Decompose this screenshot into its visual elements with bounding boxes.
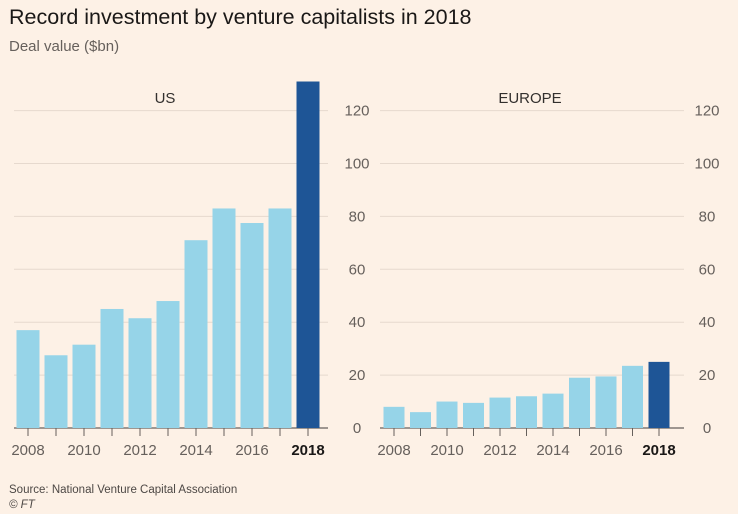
chart-title: Record investment by venture capitalists… — [9, 5, 472, 29]
europe-y-tick-label: 100 — [694, 156, 719, 173]
us-bar-2012 — [128, 318, 152, 428]
us-bar-2017 — [268, 208, 292, 428]
us-bars — [16, 81, 320, 428]
europe-y-tick-label: 60 — [699, 261, 716, 278]
europe-x-tick-label: 2016 — [589, 442, 622, 459]
europe-x-tick-label: 2008 — [377, 442, 410, 459]
credit-note: © FT — [9, 499, 35, 511]
europe-bar-2014 — [542, 393, 564, 428]
us-x-tick-label: 2010 — [67, 442, 100, 459]
us-bar-2015 — [212, 208, 236, 428]
europe-bar-2009 — [410, 412, 431, 428]
us-bar-2014 — [184, 240, 208, 428]
europe-bar-2008 — [383, 406, 405, 428]
us-panel-title: US — [155, 90, 176, 107]
us-y-tick-label: 20 — [349, 367, 366, 384]
us-y-tick-label: 0 — [353, 420, 361, 437]
us-y-tick-label: 40 — [349, 314, 366, 331]
source-note: Source: National Venture Capital Associa… — [9, 484, 238, 496]
us-y-tick-label: 120 — [344, 103, 369, 120]
us-x-tick-label: 2008 — [11, 442, 44, 459]
europe-bar-2015 — [569, 377, 590, 428]
europe-x-tick-labels: 2008 2010 2012 2014 2016 2018 — [377, 428, 676, 459]
europe-bar-2016 — [595, 376, 617, 428]
europe-bar-2017 — [622, 365, 643, 428]
us-x-tick-label: 2016 — [235, 442, 268, 459]
chart-subtitle: Deal value ($bn) — [9, 38, 120, 55]
us-y-tick-label: 100 — [344, 156, 369, 173]
europe-bars — [383, 361, 670, 428]
europe-x-tick-label: 2018 — [642, 442, 675, 459]
europe-x-tick-label: 2010 — [430, 442, 463, 459]
europe-y-tick-label: 120 — [694, 103, 719, 120]
europe-y-tick-label: 20 — [699, 367, 716, 384]
us-bar-2013 — [156, 301, 180, 428]
europe-y-tick-labels: 0 20 40 60 80 100 120 — [694, 103, 719, 437]
us-y-tick-label: 60 — [349, 261, 366, 278]
us-bar-2018 — [296, 81, 320, 428]
europe-bar-2013 — [516, 396, 537, 428]
us-bar-2010 — [72, 344, 96, 428]
europe-y-tick-label: 80 — [699, 208, 716, 225]
europe-x-tick-label: 2012 — [483, 442, 516, 459]
europe-x-tick-label: 2014 — [536, 442, 569, 459]
europe-bar-2012 — [489, 397, 511, 428]
europe-panel-title: EUROPE — [498, 90, 561, 107]
us-x-tick-label: 2014 — [179, 442, 212, 459]
us-bar-2008 — [16, 330, 40, 428]
europe-y-tick-label: 0 — [703, 420, 711, 437]
us-y-tick-labels: 0 20 40 60 80 100 120 — [344, 103, 369, 437]
us-bar-2011 — [100, 308, 124, 428]
us-x-tick-label: 2012 — [123, 442, 156, 459]
europe-bar-2018 — [648, 361, 670, 428]
us-bar-2009 — [44, 355, 68, 428]
us-bar-2016 — [240, 223, 264, 428]
europe-bar-2010 — [436, 401, 458, 428]
us-x-tick-labels: 2008 2010 2012 2014 2016 2018 — [11, 428, 325, 459]
europe-y-tick-label: 40 — [699, 314, 716, 331]
europe-bar-2011 — [463, 402, 484, 428]
us-y-tick-label: 80 — [349, 208, 366, 225]
us-x-tick-label: 2018 — [291, 442, 324, 459]
